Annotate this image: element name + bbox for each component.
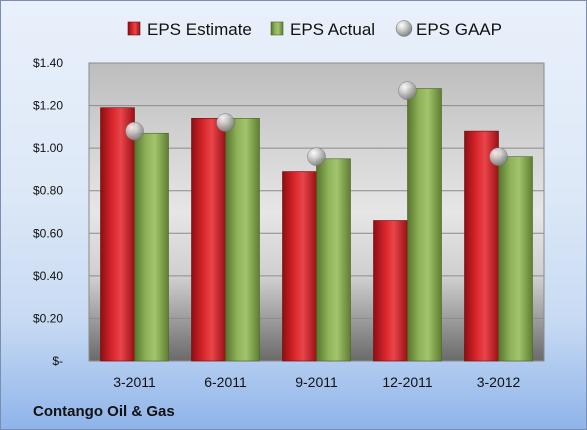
legend-actual-swatch xyxy=(270,21,284,36)
estimate-bar xyxy=(464,130,499,362)
legend-gaap-label: EPS GAAP xyxy=(416,20,502,39)
gaap-marker xyxy=(125,121,144,141)
estimate-bar xyxy=(282,171,317,362)
legend-actual-label: EPS Actual xyxy=(290,20,375,39)
y-tick-label: $0.40 xyxy=(33,269,63,283)
estimate-bar xyxy=(191,118,226,362)
gaap-marker xyxy=(489,147,508,166)
actual-bar xyxy=(316,158,351,362)
y-axis: $- $0.20 $0.40 $0.60 $0.80 $1.00 $1.20 $1.40 xyxy=(33,56,63,368)
gaap-marker xyxy=(307,147,326,166)
gaap-markers xyxy=(125,81,508,166)
legend: EPS Estimate EPS Actual EPS GAAP xyxy=(127,20,502,39)
actual-bar xyxy=(498,156,533,362)
actual-bar xyxy=(134,132,169,362)
x-tick-label: 12-2011 xyxy=(382,374,433,390)
actual-bar xyxy=(225,118,260,362)
x-tick-label: 3-2012 xyxy=(477,374,521,390)
y-tick-label: $- xyxy=(52,354,63,368)
gaap-marker xyxy=(398,81,417,100)
y-tick-label: $1.20 xyxy=(33,99,63,113)
gaap-marker xyxy=(216,113,235,132)
actual-bar xyxy=(407,88,442,362)
x-tick-label: 3-2011 xyxy=(113,374,156,390)
x-axis: 3-2011 6-2011 9-2011 12-2011 3-2012 xyxy=(113,374,520,390)
bars xyxy=(100,88,533,362)
y-tick-label: $0.20 xyxy=(33,311,63,325)
x-tick-label: 9-2011 xyxy=(295,374,338,390)
company-name: Contango Oil & Gas xyxy=(33,403,175,420)
legend-estimate-swatch xyxy=(127,21,141,36)
y-tick-label: $1.00 xyxy=(33,141,63,155)
y-tick-label: $0.80 xyxy=(33,184,63,198)
legend-gaap-swatch xyxy=(395,20,413,37)
estimate-bar xyxy=(100,107,135,362)
legend-estimate-label: EPS Estimate xyxy=(147,20,252,39)
y-tick-label: $1.40 xyxy=(33,56,63,70)
x-tick-label: 6-2011 xyxy=(204,374,247,390)
y-tick-label: $0.60 xyxy=(33,226,63,240)
estimate-bar xyxy=(373,220,408,362)
